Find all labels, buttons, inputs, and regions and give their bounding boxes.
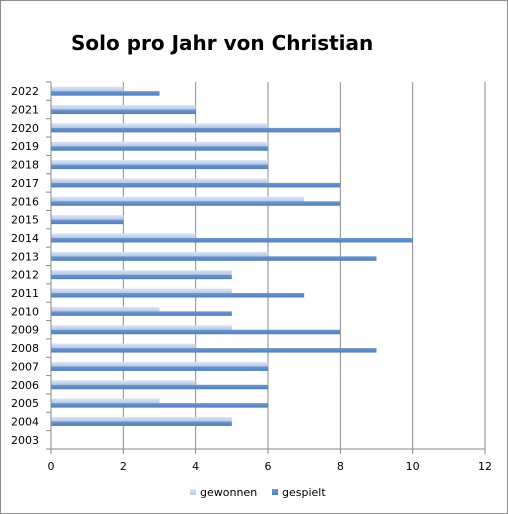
y-tick-label: 2022 xyxy=(11,85,39,98)
legend-label-gespielt: gespielt xyxy=(282,486,326,499)
bar-gewonnen-2007 xyxy=(51,361,268,367)
bar-gespielt-2016 xyxy=(51,201,341,206)
bar-gespielt-2008 xyxy=(51,348,377,353)
bar-gewonnen-2006 xyxy=(51,380,196,385)
bar-gewonnen-2016 xyxy=(51,196,305,202)
y-tick-label: 2021 xyxy=(11,104,39,117)
bar-gewonnen-2010 xyxy=(51,306,160,312)
bar-gewonnen-2019 xyxy=(51,141,268,147)
bar-gewonnen-2009 xyxy=(51,325,232,330)
y-tick-label: 2003 xyxy=(11,434,39,447)
y-tick-label: 2011 xyxy=(11,287,39,300)
bar-gewonnen-2020 xyxy=(51,123,268,128)
chart-title: Solo pro Jahr von Christian xyxy=(71,31,374,55)
bar-gewonnen-2018 xyxy=(51,160,268,165)
y-tick-label: 2015 xyxy=(11,214,39,227)
x-tick-label: 2 xyxy=(120,460,127,473)
y-tick-label: 2017 xyxy=(11,177,39,190)
bar-gespielt-2010 xyxy=(51,311,232,316)
bar-gespielt-2005 xyxy=(51,403,268,408)
bar-gespielt-2009 xyxy=(51,329,341,335)
y-tick-label: 2010 xyxy=(11,305,39,318)
y-tick-label: 2014 xyxy=(11,232,39,245)
bar-gewonnen-2011 xyxy=(51,288,232,294)
y-tick-label: 2007 xyxy=(11,360,39,373)
bar-gewonnen-2013 xyxy=(51,251,268,257)
bar-gespielt-2019 xyxy=(51,146,268,151)
bar-gespielt-2013 xyxy=(51,256,377,261)
bars xyxy=(51,86,413,426)
bar-gespielt-2022 xyxy=(51,91,160,96)
bar-gewonnen-2017 xyxy=(51,178,268,183)
y-tick-label: 2005 xyxy=(11,397,39,410)
bar-gespielt-2017 xyxy=(51,182,341,188)
y-tick-label: 2009 xyxy=(11,324,39,337)
bar-gewonnen-2012 xyxy=(51,270,232,275)
bar-gewonnen-2015 xyxy=(51,215,124,220)
y-tick-label: 2019 xyxy=(11,140,39,153)
y-tick-label: 2012 xyxy=(11,269,39,282)
bar-gespielt-2014 xyxy=(51,237,413,243)
legend: gewonnen gespielt xyxy=(190,486,326,499)
y-tick-label: 2018 xyxy=(11,159,39,172)
bar-gewonnen-2021 xyxy=(51,105,196,110)
bar-gespielt-2006 xyxy=(51,384,268,390)
y-tick-label: 2004 xyxy=(11,415,39,428)
bar-gespielt-2012 xyxy=(51,274,232,280)
y-tick-labels: 2003 2004 2005 2006 2007 2008 2009 2010 2011 2012… xyxy=(11,85,39,447)
bar-gespielt-2011 xyxy=(51,293,305,298)
bar-gespielt-2004 xyxy=(51,421,232,426)
y-tick-label: 2016 xyxy=(11,195,39,208)
y-tick-label: 2006 xyxy=(11,379,39,392)
x-tick-label: 10 xyxy=(406,460,420,473)
x-tick-label: 8 xyxy=(337,460,344,473)
bar-gewonnen-2008 xyxy=(51,343,196,349)
y-tick-label: 2020 xyxy=(11,122,39,135)
legend-label-gewonnen: gewonnen xyxy=(200,486,257,499)
y-tick-label: 2008 xyxy=(11,342,39,355)
legend-swatch-gewonnen xyxy=(190,489,196,495)
x-tick-label: 6 xyxy=(265,460,272,473)
bar-gespielt-2015 xyxy=(51,219,124,225)
bar-gespielt-2021 xyxy=(51,109,196,115)
gridlines xyxy=(122,82,486,449)
axes xyxy=(46,81,486,454)
bar-gewonnen-2005 xyxy=(51,398,160,404)
x-tick-label: 12 xyxy=(478,460,492,473)
bar-gewonnen-2014 xyxy=(51,233,196,238)
bar-gespielt-2018 xyxy=(51,164,268,170)
bar-gewonnen-2022 xyxy=(51,86,124,92)
y-tick-label: 2013 xyxy=(11,250,39,263)
x-tick-label: 4 xyxy=(192,460,199,473)
x-tick-label: 0 xyxy=(48,460,55,473)
bar-gewonnen-2004 xyxy=(51,416,232,422)
x-tick-labels: 0 2 4 6 8 10 12 xyxy=(48,460,493,473)
legend-swatch-gespielt xyxy=(272,489,278,495)
bar-gespielt-2007 xyxy=(51,366,268,371)
bar-gespielt-2020 xyxy=(51,127,341,133)
